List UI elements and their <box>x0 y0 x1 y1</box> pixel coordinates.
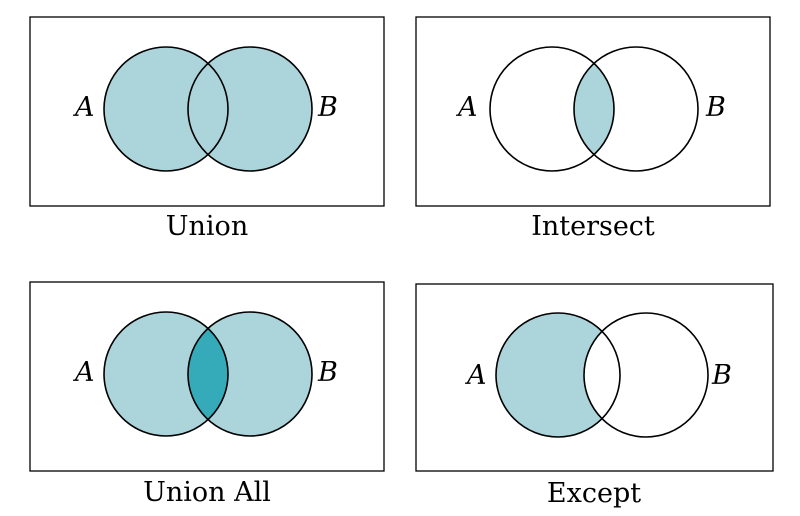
set-b-label: B <box>705 92 726 123</box>
panel-frame <box>29 16 385 207</box>
set-b-label: B <box>317 357 338 388</box>
panel-caption: Intersect <box>531 211 655 242</box>
panel-frame <box>415 283 774 472</box>
panel-caption: Union All <box>143 477 271 508</box>
panel-caption: Except <box>547 478 641 509</box>
set-b-circle <box>573 46 699 172</box>
panel-frame <box>29 281 385 472</box>
set-a-label: A <box>455 92 478 123</box>
set-b-label: B <box>711 360 732 391</box>
panel-union-all: A B Union All <box>29 281 385 508</box>
set-a-label: A <box>72 357 95 388</box>
set-b-label: B <box>317 92 338 123</box>
panel-caption: Union <box>166 211 248 242</box>
panel-frame <box>415 16 771 207</box>
panel-union: A B Union <box>29 16 385 242</box>
panel-except: A B Except <box>415 283 774 509</box>
set-a-label: A <box>464 360 487 391</box>
set-b-circle <box>584 313 708 437</box>
panel-intersect: A B Intersect <box>415 16 771 242</box>
set-a-label: A <box>72 92 95 123</box>
set-a-circle <box>489 46 615 172</box>
set-a-circle <box>496 313 620 437</box>
